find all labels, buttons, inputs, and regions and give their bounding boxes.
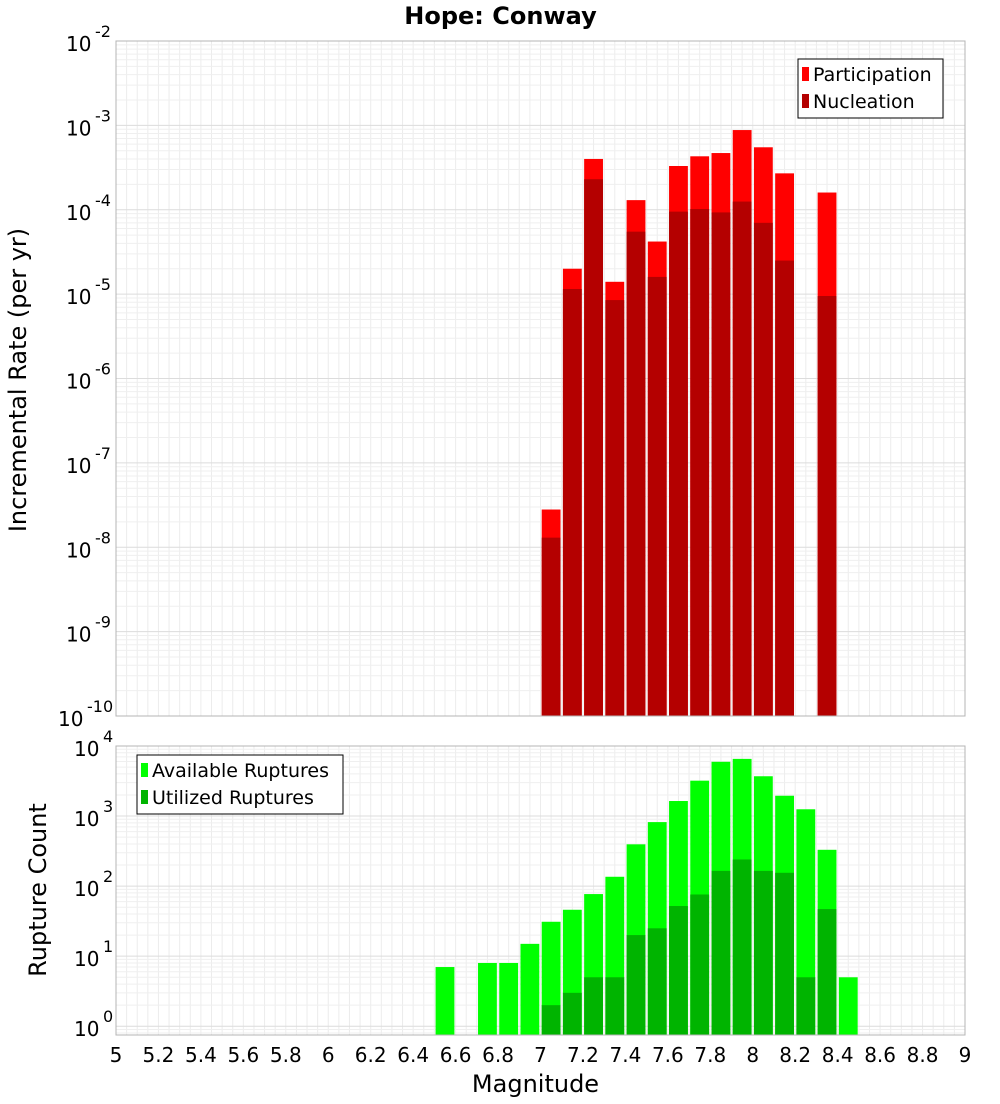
y-tick-label-exponent: -9 (95, 613, 111, 632)
bar-nucleation-m8.35 (817, 296, 837, 716)
bar-nucleation-m8.05 (753, 222, 773, 716)
x-tick-label: 7.2 (567, 1043, 599, 1067)
plot-frame-1 (115, 40, 966, 717)
bar-available-ruptures-m8.45 (838, 977, 858, 1035)
bar-utilized-ruptures-m7.95 (732, 859, 752, 1035)
y-tick-label-exponent: 3 (103, 797, 113, 816)
bar-nucleation-m7.55 (647, 276, 667, 716)
y-tick-label-base: 10 (66, 454, 91, 478)
x-tick-label: 9 (959, 1043, 972, 1067)
bar-utilized-ruptures-m7.65 (669, 906, 688, 1035)
bar-nucleation-m7.35 (605, 300, 625, 716)
bar-nucleation-m7.15 (562, 289, 582, 716)
y-tick-label-exponent: -5 (95, 275, 111, 294)
bar-utilized-ruptures-m7.15 (562, 992, 582, 1035)
y-tick-label-exponent: 2 (103, 867, 113, 886)
bar-utilized-ruptures-m7.25 (584, 977, 603, 1035)
y-tick-label-base: 10 (74, 807, 99, 831)
legend-swatch (802, 94, 809, 108)
x-tick-label: 7.6 (652, 1043, 684, 1067)
legend-label: Available Ruptures (152, 760, 329, 782)
y-tick-label-base: 10 (66, 116, 91, 140)
x-tick-label: 6.2 (355, 1043, 387, 1067)
x-tick-label: 8.6 (864, 1043, 896, 1067)
legend-swatch (141, 763, 148, 777)
x-axis-label: Magnitude (472, 1070, 599, 1098)
bar-utilized-ruptures-m7.05 (541, 1005, 561, 1035)
x-tick-label: 7 (534, 1043, 547, 1067)
x-tick-label: 8.2 (779, 1043, 811, 1067)
bar-utilized-ruptures-m7.75 (690, 894, 710, 1035)
y-tick-label-base: 10 (66, 32, 91, 56)
x-tick-label: 5.6 (227, 1043, 259, 1067)
legend-box-2 (136, 754, 344, 815)
bar-nucleation-m7.25 (584, 179, 603, 716)
y-tick-label-exponent: -7 (95, 444, 111, 463)
x-tick-label: 7.4 (609, 1043, 641, 1067)
y-tick-label-base: 10 (66, 201, 91, 225)
x-tick-label: 8.8 (907, 1043, 939, 1067)
bar-available-ruptures-m6.85 (499, 962, 519, 1035)
x-tick-label: 6.4 (397, 1043, 429, 1067)
x-tick-label: 5 (110, 1043, 123, 1067)
legend-label: Utilized Ruptures (152, 787, 314, 809)
bar-utilized-ruptures-m8.15 (775, 872, 794, 1035)
y-tick-label-exponent: -4 (95, 191, 111, 210)
bar-nucleation-m7.75 (690, 209, 710, 716)
bar-available-ruptures-m6.75 (478, 962, 497, 1035)
bar-nucleation-m7.45 (626, 231, 646, 716)
y-tick-label-base: 10 (66, 623, 91, 647)
y-axis-label: Incremental Rate (per yr) (4, 228, 32, 532)
legend-label: Participation (813, 64, 932, 86)
legend-label: Nucleation (813, 91, 915, 113)
y-tick-label-exponent: -2 (95, 22, 111, 41)
y-tick-label-base: 10 (66, 538, 91, 562)
y-tick-label-base: 10 (66, 285, 91, 309)
y-tick-label-exponent: -10 (87, 697, 113, 716)
y-tick-label-exponent: 0 (103, 1007, 113, 1026)
x-tick-label: 5.4 (185, 1043, 217, 1067)
legend-swatch (802, 67, 809, 81)
y-tick-label-exponent: -3 (95, 106, 111, 125)
bar-utilized-ruptures-m7.55 (647, 928, 667, 1035)
chart-title: Hope: Conway (404, 2, 597, 30)
y-tick-label-exponent: 4 (103, 727, 113, 746)
y-tick-label-base: 10 (74, 877, 99, 901)
bar-available-ruptures-m6.95 (520, 943, 540, 1035)
x-tick-label: 7.8 (694, 1043, 726, 1067)
x-tick-label: 8.4 (822, 1043, 854, 1067)
bar-utilized-ruptures-m7.45 (626, 935, 646, 1035)
bar-utilized-ruptures-m7.35 (605, 977, 625, 1035)
x-tick-label: 5.2 (143, 1043, 175, 1067)
bar-nucleation-m7.05 (541, 537, 561, 716)
y-tick-label-exponent: 1 (103, 937, 113, 956)
y-tick-label-base: 10 (74, 1017, 99, 1041)
plot-frame-2 (115, 745, 966, 1036)
bar-nucleation-m7.85 (711, 212, 731, 717)
bar-utilized-ruptures-m8.05 (753, 870, 773, 1035)
y-tick-label-base: 10 (74, 737, 99, 761)
y-tick-label-base: 10 (58, 707, 83, 731)
x-tick-label: 6 (322, 1043, 335, 1067)
y-tick-label-exponent: -6 (95, 360, 111, 379)
y-tick-label-base: 10 (66, 370, 91, 394)
bar-nucleation-m7.95 (732, 201, 752, 716)
y-axis-label: Rupture Count (24, 803, 52, 977)
bar-utilized-ruptures-m7.85 (711, 870, 731, 1035)
bar-utilized-ruptures-m8.35 (817, 909, 837, 1035)
bar-nucleation-m7.65 (669, 211, 688, 716)
bar-available-ruptures-m6.55 (435, 967, 455, 1035)
legend-box-1 (797, 58, 944, 119)
y-tick-label-base: 10 (74, 947, 99, 971)
bar-nucleation-m8.15 (775, 260, 794, 716)
bar-utilized-ruptures-m8.25 (796, 977, 816, 1035)
x-tick-label: 6.8 (482, 1043, 514, 1067)
legend-swatch (141, 790, 148, 804)
x-tick-label: 5.8 (270, 1043, 302, 1067)
x-tick-label: 8 (746, 1043, 759, 1067)
x-tick-label: 6.6 (440, 1043, 472, 1067)
y-tick-label-exponent: -8 (95, 528, 111, 547)
